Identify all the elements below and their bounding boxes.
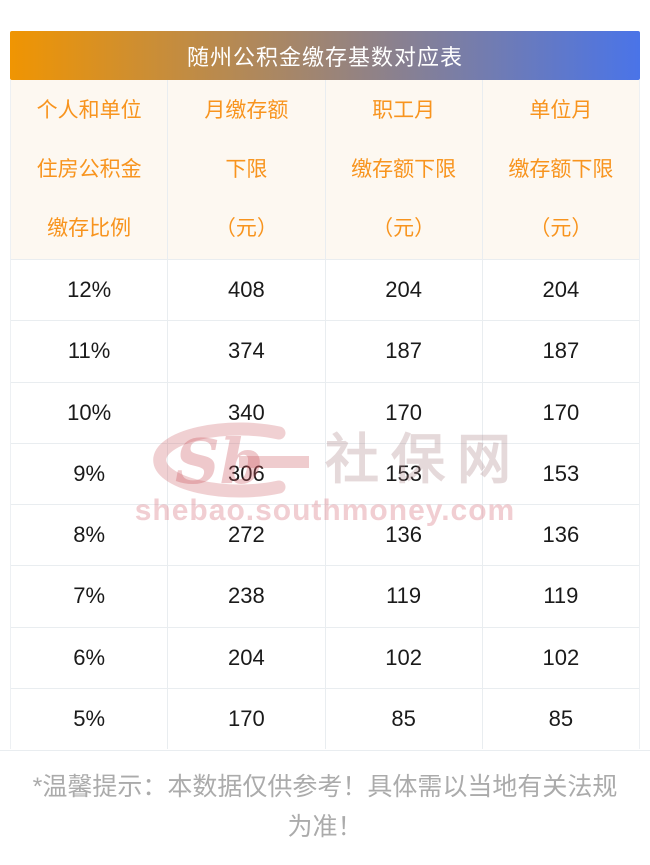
header-line: 缴存额下限 [351, 158, 457, 181]
table-row: 5% 170 85 85 [11, 687, 639, 749]
table-cell: 6% [73, 644, 106, 670]
header-line: 缴存比例 [47, 217, 132, 240]
table-cell: 272 [167, 505, 324, 566]
table-cell: 408 [167, 260, 324, 321]
table-row: 11% 374 187 187 [11, 320, 639, 382]
table-cell: 5% [73, 705, 106, 731]
table-cell: 11% [67, 338, 111, 364]
table-cell: 204 [324, 260, 482, 321]
table-cell: 85 [324, 688, 482, 749]
table-cell: 8% [73, 522, 106, 548]
table-cell: 187 [324, 321, 482, 382]
table-cell: 119 [481, 566, 639, 627]
column-header-employer-min: 单位月 缴存额下限 （元） [481, 80, 639, 259]
page-title: 随州公积金缴存基数对应表 [186, 44, 463, 70]
provident-fund-table: 个人和单位 住房公积金 缴存比例 月缴存额 下限 （元） 职工月 缴存额下限 （… [10, 80, 640, 749]
table-cell: 204 [167, 627, 324, 688]
table-cell: 102 [481, 627, 639, 688]
table-cell: 119 [324, 566, 482, 627]
header-line: （元） [372, 217, 436, 240]
header-line: 月缴存额 [204, 99, 289, 122]
table-header-row: 个人和单位 住房公积金 缴存比例 月缴存额 下限 （元） 职工月 缴存额下限 （… [11, 80, 639, 259]
header-line: 住房公积金 [36, 158, 142, 181]
table-row: 10% 340 170 170 [11, 381, 639, 443]
table-cell: 204 [481, 260, 639, 321]
table-cell: 102 [324, 627, 482, 688]
header-line: 职工月 [372, 99, 436, 122]
table-cell: 7% [73, 583, 106, 609]
table-cell: 9% [73, 460, 106, 486]
header-line: 缴存额下限 [508, 158, 614, 181]
table-cell: 12% [67, 277, 112, 303]
footer-note-area: *温馨提示：本数据仅供参考！具体需以当地有关法规为准！ [0, 750, 650, 865]
table-cell: 85 [481, 688, 639, 749]
table-cell: 136 [324, 505, 482, 566]
table-cell: 238 [167, 566, 324, 627]
table-cell: 170 [481, 382, 639, 443]
header-line: 单位月 [529, 99, 593, 122]
table-row: 7% 238 119 119 [11, 565, 639, 627]
table-cell: 170 [167, 688, 324, 749]
header-line: （元） [529, 217, 593, 240]
header-line: 个人和单位 [36, 99, 142, 122]
table-cell: 153 [324, 443, 482, 504]
column-header-ratio: 个人和单位 住房公积金 缴存比例 [11, 80, 167, 259]
table-row: 8% 272 136 136 [11, 504, 639, 566]
table-cell: 10% [67, 399, 112, 425]
header-line: （元） [214, 217, 278, 240]
footer-note: *温馨提示：本数据仅供参考！具体需以当地有关法规为准！ [32, 773, 618, 841]
header-line: 下限 [225, 158, 268, 181]
column-header-employee-min: 职工月 缴存额下限 （元） [324, 80, 482, 259]
table-cell: 170 [324, 382, 482, 443]
table-cell: 136 [481, 505, 639, 566]
table-cell: 374 [167, 321, 324, 382]
table-cell: 187 [481, 321, 639, 382]
table-row: 9% 306 153 153 [11, 442, 639, 504]
table-cell: 340 [167, 382, 324, 443]
table-row: 12% 408 204 204 [11, 259, 639, 321]
table-row: 6% 204 102 102 [11, 626, 639, 688]
column-header-monthly-min: 月缴存额 下限 （元） [167, 80, 324, 259]
table-cell: 306 [167, 443, 324, 504]
table-title-bar: 随州公积金缴存基数对应表 [10, 31, 640, 80]
table-cell: 153 [481, 443, 639, 504]
table-body: 12% 408 204 204 11% 374 187 187 10% 340 … [11, 259, 639, 749]
